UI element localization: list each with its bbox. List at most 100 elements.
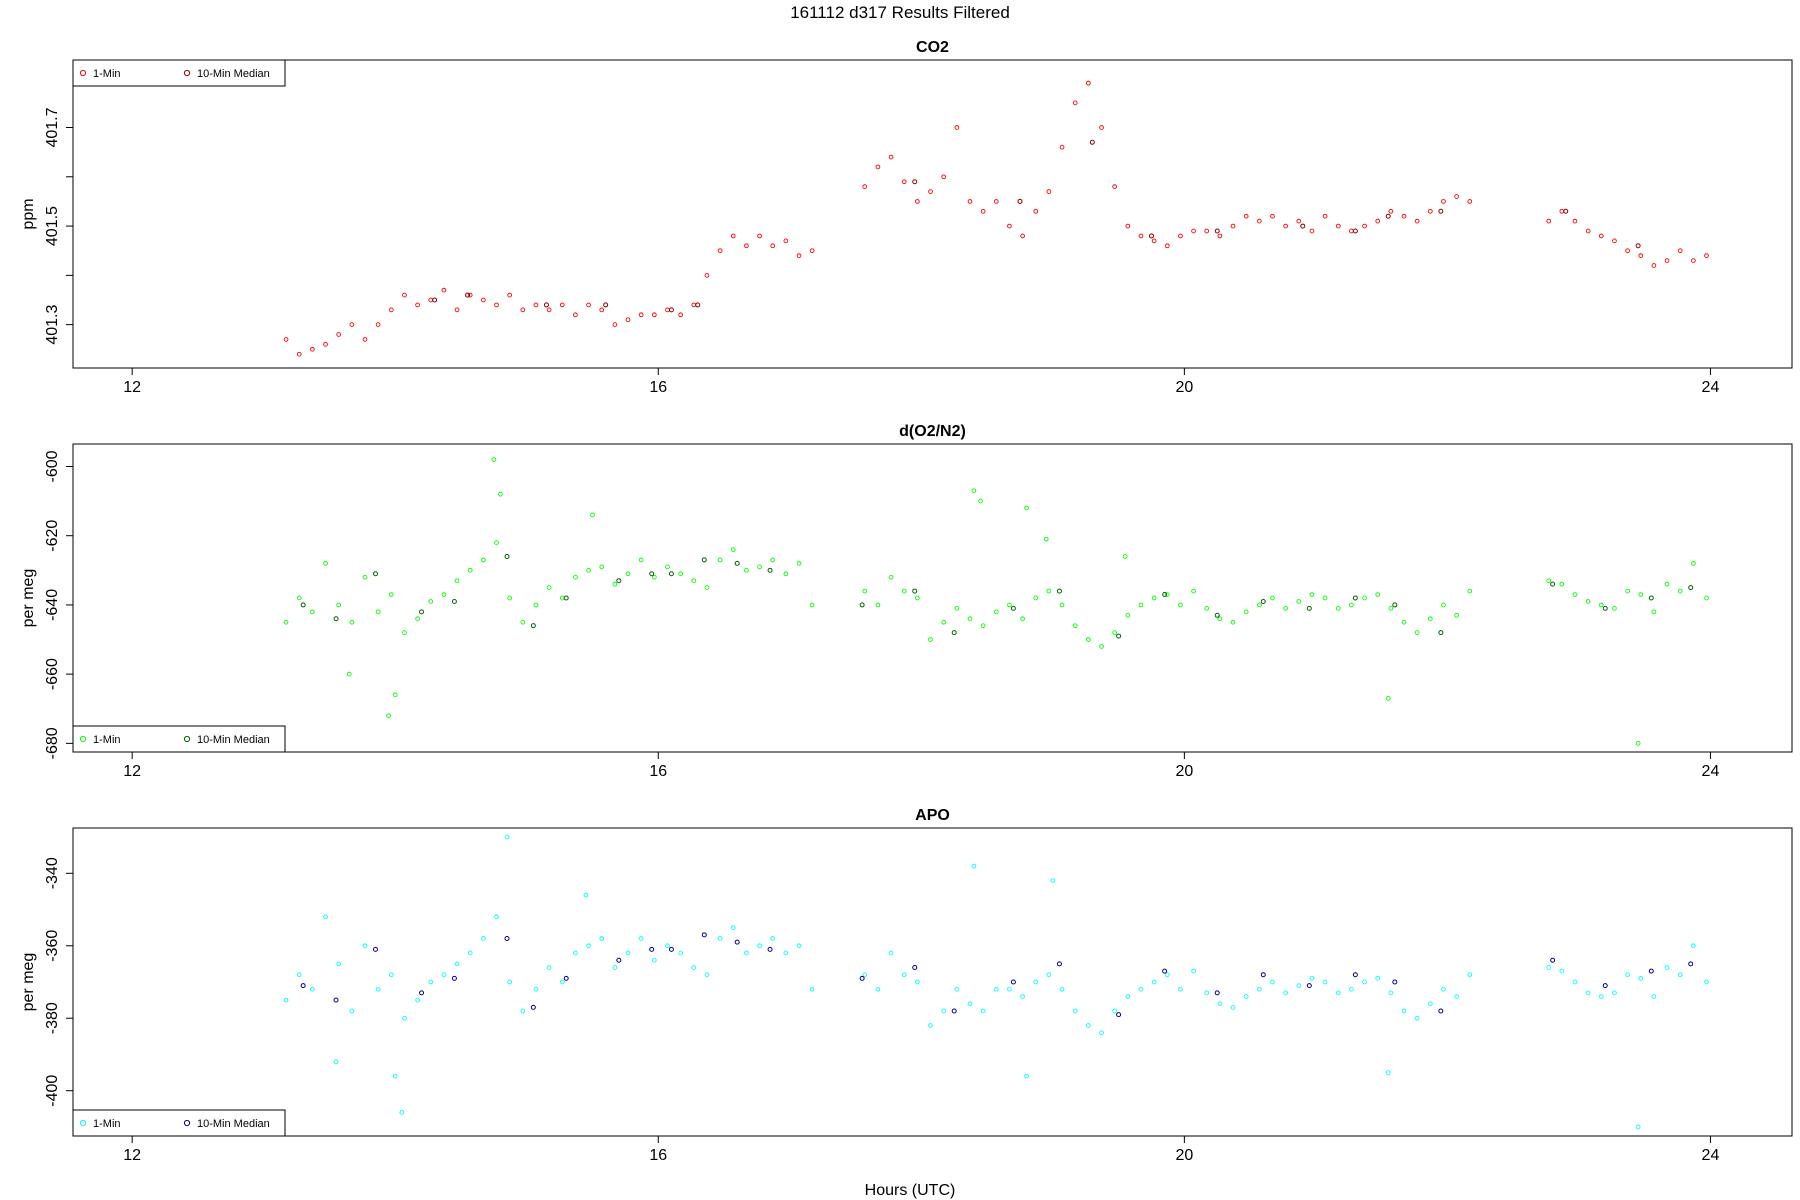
data-point-1min: [757, 564, 762, 570]
data-point-1min: [415, 997, 420, 1003]
data-point-median: [1635, 243, 1641, 249]
data-point-1min: [1546, 578, 1552, 584]
data-point-median: [767, 946, 773, 952]
data-point-1min: [1256, 986, 1262, 992]
data-point-1min: [1072, 100, 1078, 106]
data-point-1min: [388, 972, 394, 978]
y-tick-label: 401.3: [44, 305, 61, 345]
data-point-1min: [296, 595, 302, 601]
data-point-1min: [638, 312, 644, 318]
legend-label: 10-Min Median: [197, 68, 270, 80]
data-point-1min: [901, 588, 907, 594]
data-point-1min: [1467, 199, 1473, 204]
data-point-1min: [586, 302, 591, 308]
y-tick-label: 401.5: [44, 206, 61, 246]
data-point-median: [432, 297, 438, 303]
data-point-median: [451, 975, 457, 981]
legend-marker: [79, 1119, 87, 1127]
data-point-1min: [1230, 619, 1236, 625]
data-point-1min: [1388, 208, 1394, 214]
data-point-1min: [1572, 979, 1578, 985]
data-point-1min: [941, 174, 947, 180]
data-point-1min: [1651, 994, 1657, 999]
data-point-1min: [1046, 972, 1052, 978]
data-point-median: [563, 595, 569, 601]
data-point-1min: [1243, 213, 1249, 219]
data-point-1min: [1243, 994, 1249, 999]
y-tick-label: -380: [44, 1002, 61, 1034]
data-point-median: [1352, 972, 1358, 978]
data-point-median: [734, 560, 740, 566]
data-point-1min: [1178, 233, 1183, 239]
data-point-1min: [498, 491, 503, 497]
data-point-median: [1438, 1008, 1444, 1014]
data-point-median: [1688, 961, 1694, 967]
data-point-1min: [1467, 972, 1473, 978]
data-point-1min: [296, 351, 302, 357]
data-point-1min: [1388, 990, 1394, 996]
data-point-1min: [1651, 609, 1657, 615]
data-point-1min: [638, 557, 644, 563]
data-point-1min: [665, 307, 670, 313]
data-point-1min: [375, 986, 381, 992]
data-point-1min: [481, 557, 486, 563]
data-point-1min: [1122, 554, 1128, 559]
data-point-median: [603, 302, 609, 308]
data-point-1min: [546, 585, 552, 590]
data-point-1min: [599, 936, 605, 941]
x-tick-label: 16: [649, 763, 667, 780]
data-point-1min: [533, 302, 539, 308]
data-point-median: [1056, 588, 1062, 594]
data-point-1min: [1243, 609, 1249, 615]
data-point-1min: [1086, 80, 1091, 86]
data-point-median: [649, 571, 655, 577]
data-point-1min: [1072, 1008, 1078, 1014]
data-point-1min: [441, 972, 447, 978]
data-point-1min: [1217, 616, 1223, 622]
data-point-1min: [1322, 979, 1328, 985]
data-point-1min: [283, 337, 289, 342]
data-point-1min: [1164, 592, 1170, 597]
panel-title: APO: [915, 807, 950, 824]
data-point-1min: [704, 585, 710, 590]
data-point-1min: [1296, 218, 1302, 224]
data-point-median: [1116, 1012, 1122, 1018]
legend-marker: [183, 69, 191, 77]
data-point-median: [767, 567, 773, 573]
data-point-median: [701, 932, 707, 938]
data-point-1min: [310, 609, 315, 615]
data-point-1min: [1138, 986, 1144, 992]
data-point-1min: [1572, 592, 1578, 597]
data-point-median: [1214, 228, 1220, 234]
data-point-1min: [507, 979, 513, 985]
data-point-1min: [1677, 972, 1683, 978]
plot-frame: [72, 827, 1793, 1137]
data-point-1min: [971, 863, 977, 869]
plot-frame: [72, 59, 1793, 369]
data-point-1min: [362, 574, 368, 580]
x-tick-label: 12: [123, 763, 141, 780]
data-point-median: [1300, 223, 1306, 229]
data-point-1min: [1664, 581, 1670, 587]
data-point-1min: [980, 208, 986, 214]
data-point-1min: [862, 588, 868, 594]
x-tick-label: 24: [1702, 379, 1720, 396]
data-point-1min: [399, 1110, 405, 1115]
data-point-median: [616, 957, 622, 963]
data-point-1min: [586, 943, 591, 949]
data-point-1min: [1635, 1124, 1641, 1130]
data-point-1min: [1664, 965, 1670, 970]
data-point-1min: [428, 979, 434, 985]
data-point-1min: [1309, 592, 1315, 597]
data-point-1min: [1204, 606, 1210, 611]
y-tick-label: -620: [44, 520, 61, 552]
data-point-1min: [796, 561, 802, 566]
data-point-1min: [1125, 994, 1131, 999]
data-point-1min: [1335, 223, 1341, 229]
data-point-1min: [1441, 986, 1446, 992]
data-point-1min: [1270, 595, 1275, 601]
data-point-1min: [1204, 228, 1210, 234]
data-point-1min: [428, 297, 434, 303]
data-point-1min: [612, 965, 618, 970]
